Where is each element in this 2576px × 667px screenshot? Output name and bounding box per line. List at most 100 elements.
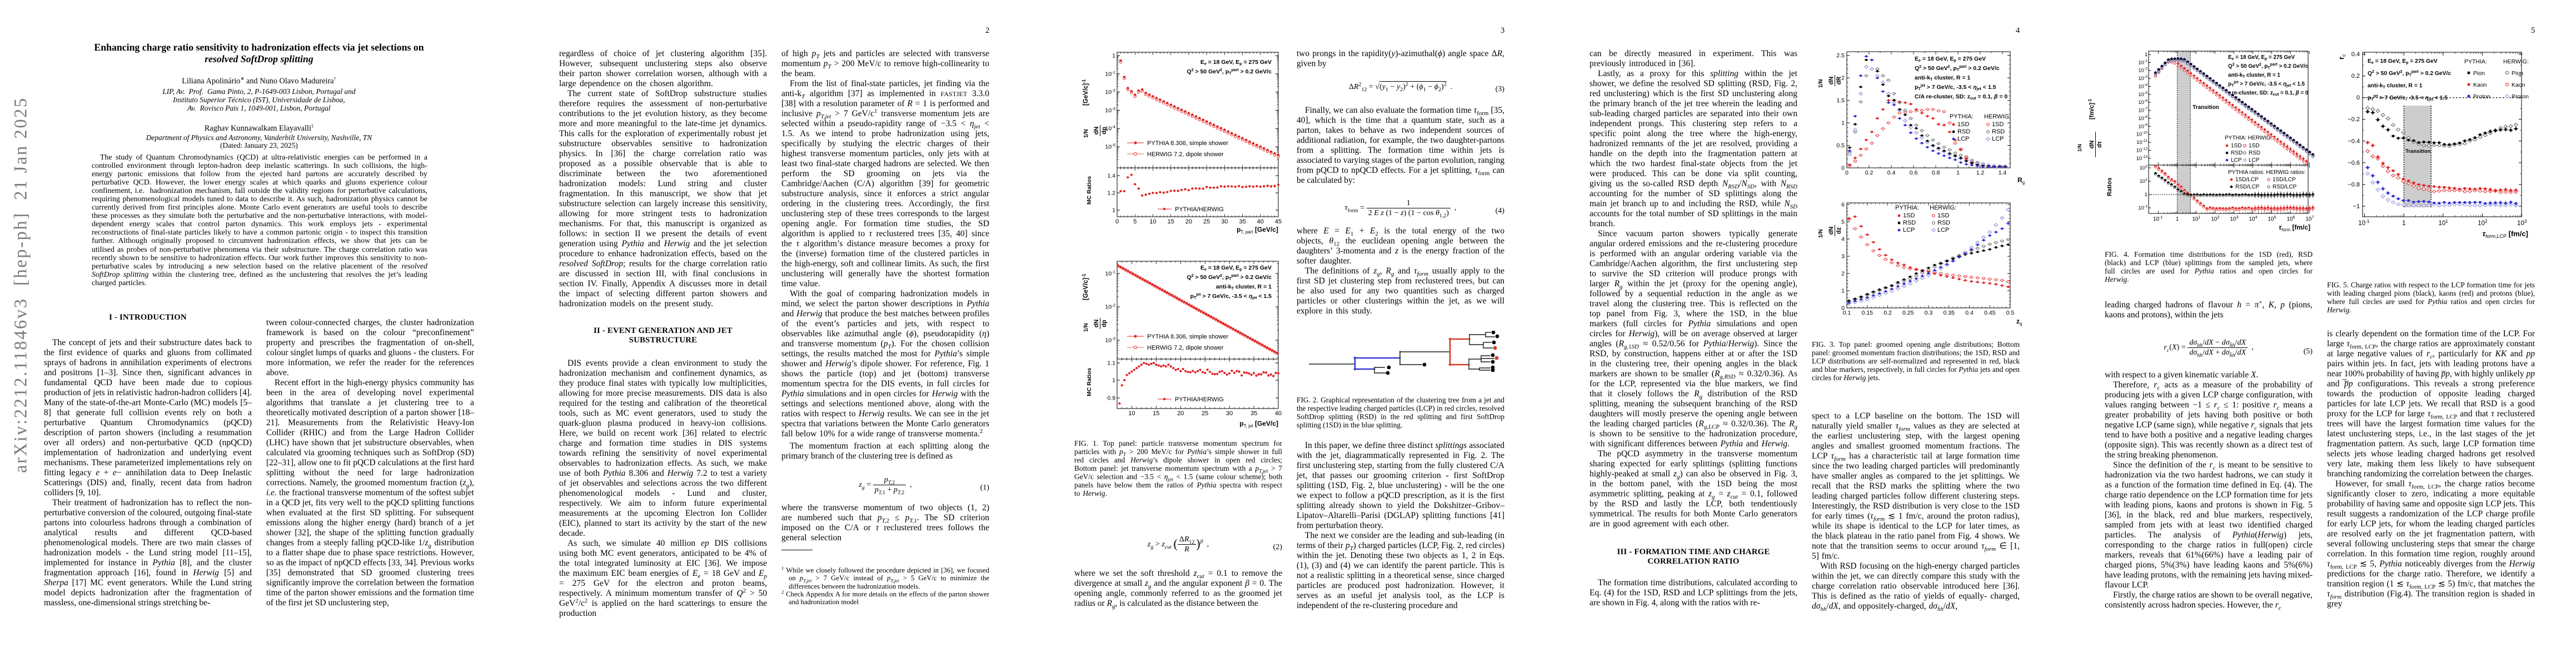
svg-text:101: 101 bbox=[2140, 178, 2148, 185]
svg-text:dp: dp bbox=[1101, 320, 1108, 327]
svg-text:dτ: dτ bbox=[2096, 141, 2103, 148]
svg-text:pTjet > 7 GeV/c, -3.5 < ηjet <: pTjet > 7 GeV/c, -3.5 < ηjet < 1.5 bbox=[2228, 81, 2305, 88]
svg-text:C/A re-cluster, SD: zcut = 0.1: C/A re-cluster, SD: zcut = 0.1, β = 0 bbox=[1915, 93, 2007, 101]
svg-text:τ re-cluster, SD: zcut = 0.1,: τ re-cluster, SD: zcut = 0.1, β = 0 bbox=[2228, 90, 2309, 97]
svg-text:MC Ratios: MC Ratios bbox=[1086, 176, 1093, 205]
svg-text:10-2: 10-2 bbox=[2138, 67, 2148, 74]
svg-text:pT, part [GeV/c]: pT, part [GeV/c] bbox=[1237, 226, 1278, 235]
svg-text:Ee = 18 GeV, Ep = 275 GeV: Ee = 18 GeV, Ep = 275 GeV bbox=[2228, 54, 2295, 61]
svg-text:25: 25 bbox=[1202, 410, 1208, 417]
svg-text:1SD: 1SD bbox=[1957, 121, 1969, 128]
svg-text:PYTHIA 8.306, simple shower: PYTHIA 8.306, simple shower bbox=[1147, 334, 1228, 340]
svg-text:1/N: 1/N bbox=[2077, 144, 2082, 152]
svg-text:−0.2: −0.2 bbox=[2348, 116, 2360, 123]
svg-text:anti-kT cluster, R = 1: anti-kT cluster, R = 1 bbox=[2228, 72, 2280, 79]
svg-text:0.5: 0.5 bbox=[1836, 142, 1845, 149]
svg-text:0: 0 bbox=[1841, 305, 1845, 312]
svg-text:Q2 > 50 GeV2, pTpart > 0.2 GeV: Q2 > 50 GeV2, pTpart > 0.2 GeV/c bbox=[1187, 274, 1272, 281]
svg-text:[GeV/c]-1: [GeV/c]-1 bbox=[1082, 79, 1089, 106]
svg-text:10-1: 10-1 bbox=[2358, 218, 2370, 227]
svg-text:RSD/LCP: RSD/LCP bbox=[2235, 184, 2260, 190]
svg-text:Ee = 18 GeV, Ep = 275 GeV: Ee = 18 GeV, Ep = 275 GeV bbox=[2368, 58, 2438, 65]
svg-text:10-3: 10-3 bbox=[1105, 106, 1115, 114]
svg-text:5: 5 bbox=[1841, 219, 1845, 226]
svg-text:LCP: LCP bbox=[2249, 157, 2260, 163]
svg-text:104: 104 bbox=[2249, 215, 2257, 222]
svg-text:anti-kT cluster, R = 1: anti-kT cluster, R = 1 bbox=[1216, 283, 1272, 291]
svg-text:[GeV/c]-1: [GeV/c]-1 bbox=[1082, 273, 1089, 300]
svg-text:HERWIG 7.2, dipole shower: HERWIG 7.2, dipole shower bbox=[1147, 345, 1224, 351]
svg-text:Ee = 18 GeV, Ep = 275 GeV: Ee = 18 GeV, Ep = 275 GeV bbox=[1200, 59, 1272, 66]
svg-text:0.2: 0.2 bbox=[2351, 73, 2360, 79]
svg-text:pTjet > 7 GeV/c, -3.5 < ηjet <: pTjet > 7 GeV/c, -3.5 < ηjet < 1.5 bbox=[1915, 84, 1996, 91]
svg-text:1/N: 1/N bbox=[1083, 323, 1089, 332]
svg-text:0.9: 0.9 bbox=[1107, 395, 1115, 402]
svg-text:101: 101 bbox=[2192, 215, 2200, 222]
svg-text:RSD: RSD bbox=[1903, 220, 1916, 226]
svg-text:RSD: RSD bbox=[1992, 128, 2005, 135]
svg-text:PYTHIA:: PYTHIA: bbox=[2464, 58, 2487, 65]
svg-text:40: 40 bbox=[1275, 410, 1282, 417]
svg-text:[fm/c]-1: [fm/c]-1 bbox=[2087, 98, 2095, 120]
svg-text:LCP: LCP bbox=[1903, 227, 1915, 233]
svg-text:10-2: 10-2 bbox=[1105, 88, 1115, 96]
svg-text:40: 40 bbox=[1257, 218, 1264, 225]
svg-text:0: 0 bbox=[2356, 94, 2360, 101]
svg-text:1: 1 bbox=[1112, 53, 1115, 59]
svg-text:10-3: 10-3 bbox=[2138, 75, 2148, 82]
svg-text:4: 4 bbox=[1841, 236, 1845, 243]
svg-text:0.6: 0.6 bbox=[1910, 170, 1918, 176]
svg-text:RSD: RSD bbox=[1937, 220, 1950, 226]
svg-text:10-9: 10-9 bbox=[2138, 123, 2148, 130]
svg-text:RSD/LCP: RSD/LCP bbox=[2273, 184, 2297, 190]
svg-text:10-10: 10-10 bbox=[2136, 131, 2148, 138]
svg-text:0.3: 0.3 bbox=[1925, 310, 1933, 316]
svg-text:zg: zg bbox=[2016, 317, 2022, 326]
svg-text:10: 10 bbox=[1128, 410, 1135, 417]
svg-text:1: 1 bbox=[2145, 192, 2148, 198]
svg-text:1/N: 1/N bbox=[1083, 129, 1089, 138]
svg-text:RSD: RSD bbox=[1957, 128, 1970, 135]
svg-text:0.45: 0.45 bbox=[1984, 310, 1996, 316]
svg-text:1.5: 1.5 bbox=[1836, 97, 1845, 104]
svg-text:0.2: 0.2 bbox=[1865, 170, 1874, 176]
svg-text:2: 2 bbox=[1841, 75, 1845, 82]
svg-text:τform [fm/c]: τform [fm/c] bbox=[2279, 223, 2310, 232]
svg-text:dN: dN bbox=[2089, 141, 2095, 149]
svg-text:2: 2 bbox=[1841, 271, 1845, 277]
svg-text:LCP: LCP bbox=[1957, 136, 1969, 142]
svg-text:15: 15 bbox=[1168, 218, 1174, 225]
svg-text:5: 5 bbox=[1133, 218, 1137, 225]
svg-text:10-2: 10-2 bbox=[1105, 303, 1115, 311]
svg-text:20: 20 bbox=[1177, 410, 1184, 417]
svg-text:pTjet > 7 GeV/c, -3.5 < ηjet <: pTjet > 7 GeV/c, -3.5 < ηjet < 1.5 bbox=[1190, 293, 1272, 300]
svg-text:Pion: Pion bbox=[2473, 70, 2485, 77]
svg-text:Proton: Proton bbox=[2473, 93, 2490, 100]
svg-text:15: 15 bbox=[1153, 410, 1159, 417]
svg-text:Ee = 18 GeV, Ep = 275 GeV: Ee = 18 GeV, Ep = 275 GeV bbox=[1200, 265, 1272, 272]
svg-text:45: 45 bbox=[1275, 218, 1282, 225]
svg-text:PYTHIA ratios: HERWIG ratios:: PYTHIA ratios: HERWIG ratios: bbox=[2228, 170, 2305, 176]
svg-text:Q2 > 50 GeV2, pTpart > 0.2 GeV: Q2 > 50 GeV2, pTpart > 0.2 GeV/c bbox=[1187, 68, 1272, 76]
svg-text:1SD/LCP: 1SD/LCP bbox=[2273, 177, 2296, 183]
svg-text:−0.8: −0.8 bbox=[2348, 181, 2360, 188]
svg-text:dp: dp bbox=[1101, 127, 1108, 135]
svg-text:103: 103 bbox=[2517, 218, 2527, 227]
svg-text:PYTHIA: HERWIG:: PYTHIA: HERWIG: bbox=[2225, 135, 2272, 141]
svg-text:0.4: 0.4 bbox=[1965, 310, 1974, 316]
svg-text:0.35: 0.35 bbox=[1943, 310, 1955, 316]
svg-text:10-12: 10-12 bbox=[2136, 147, 2148, 153]
svg-text:dN: dN bbox=[1828, 77, 1835, 85]
svg-text:Q2 > 50 GeV2, pTpart > 0.2 GeV: Q2 > 50 GeV2, pTpart > 0.2 GeV/c bbox=[2228, 63, 2309, 70]
svg-text:Rg: Rg bbox=[2017, 176, 2025, 185]
svg-text:dz: dz bbox=[1836, 227, 1842, 234]
svg-text:0: 0 bbox=[1845, 170, 1848, 176]
svg-text:HERWIG:: HERWIG: bbox=[1984, 113, 2011, 120]
svg-text:2.5: 2.5 bbox=[1836, 52, 1845, 59]
svg-text:dN: dN bbox=[1093, 320, 1100, 328]
svg-text:105: 105 bbox=[2268, 215, 2276, 222]
svg-text:102: 102 bbox=[2140, 165, 2148, 171]
svg-text:1: 1 bbox=[2145, 52, 2148, 58]
svg-text:1.4: 1.4 bbox=[1107, 173, 1115, 180]
svg-text:10-4: 10-4 bbox=[2138, 83, 2148, 89]
